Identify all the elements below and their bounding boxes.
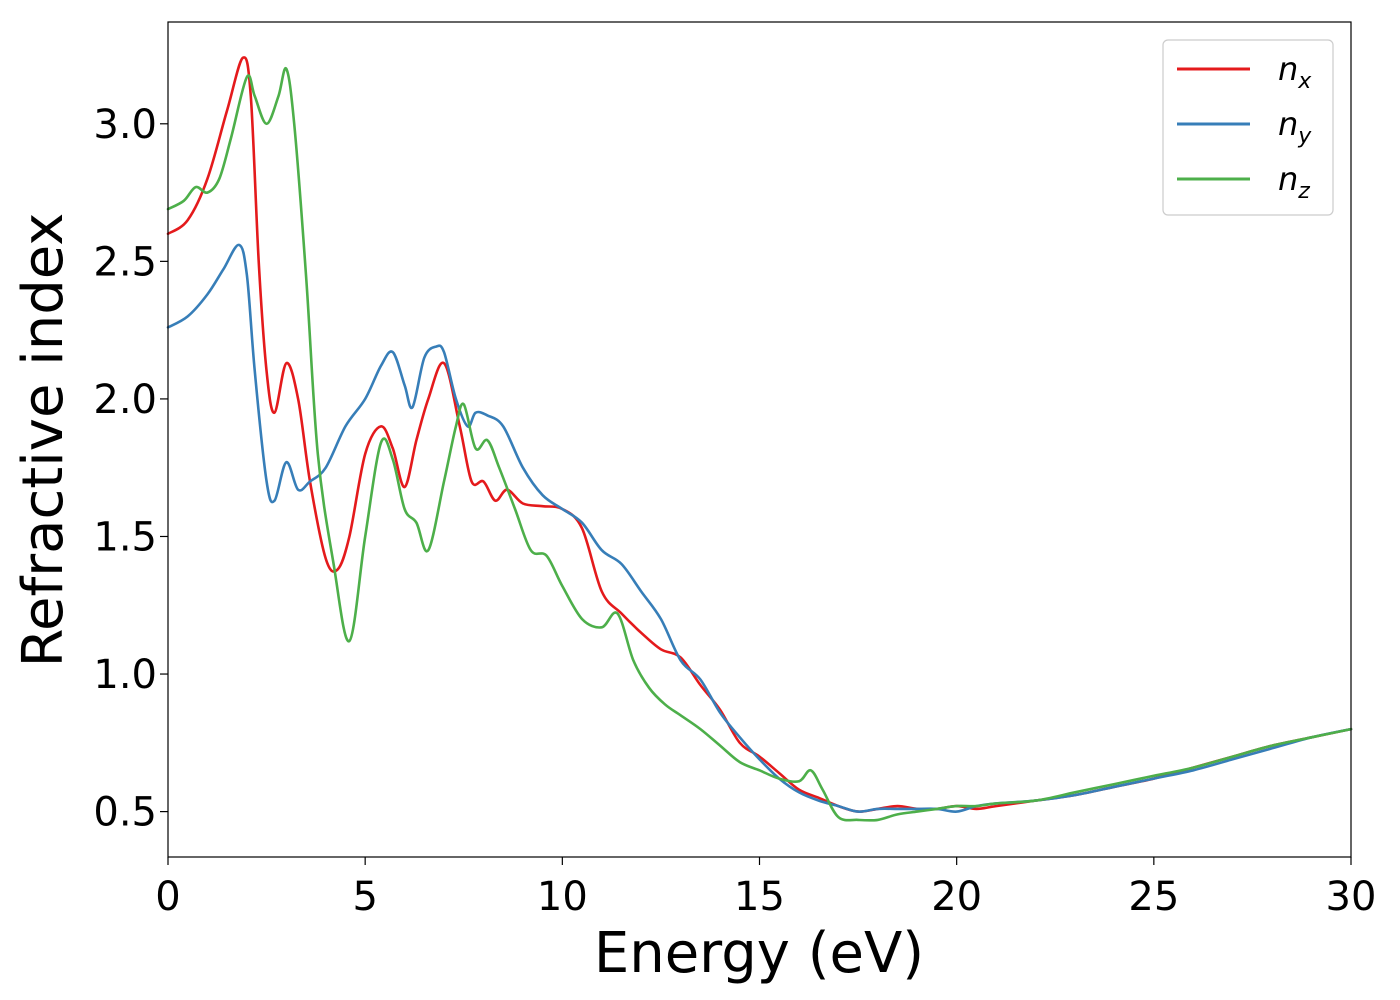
series-layer (166, 56, 1353, 822)
legend-box (1162, 39, 1334, 216)
legend: nx ny nz (1162, 39, 1334, 216)
y-tick-label: 1.5 (93, 514, 157, 560)
x-tick-label: 20 (931, 874, 982, 920)
x-tick-label: 30 (1326, 874, 1377, 920)
y-axis-title: Refractive index (11, 213, 76, 668)
legend-label-ny: ny (1278, 105, 1312, 149)
x-tick-label: 15 (734, 874, 785, 920)
x-axis: 0 5 10 15 20 25 30 (155, 857, 1376, 920)
legend-label-nx: nx (1278, 50, 1312, 94)
series-line-nz (166, 66, 1353, 822)
y-axis: 0.5 1.0 1.5 2.0 2.5 3.0 (93, 102, 168, 836)
x-tick-label: 25 (1128, 874, 1179, 920)
y-tick-label: 3.0 (93, 102, 157, 148)
y-tick-label: 2.0 (93, 377, 157, 423)
x-tick-label: 0 (155, 874, 180, 920)
y-tick-label: 1.0 (93, 652, 157, 698)
x-axis-title: Energy (eV) (594, 921, 924, 986)
x-tick-label: 5 (352, 874, 377, 920)
y-tick-label: 0.5 (93, 790, 157, 836)
y-tick-label: 2.5 (93, 239, 157, 285)
x-tick-label: 10 (537, 874, 588, 920)
legend-label-nz: nz (1278, 160, 1310, 204)
